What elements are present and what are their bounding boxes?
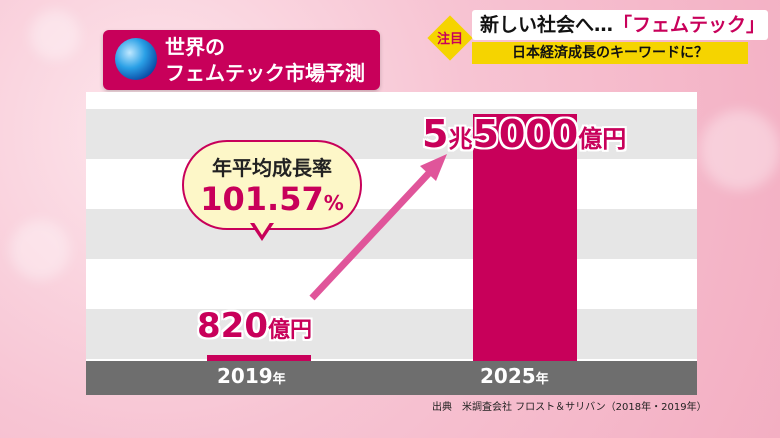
data-label-2025-number: 5000	[472, 112, 579, 156]
data-label-2025-prefix: 5	[422, 112, 449, 156]
x-tick-2025-year: 2025	[480, 364, 536, 388]
bokeh-light	[10, 220, 70, 280]
headline-accent: 「フェムテック」	[613, 14, 766, 36]
growth-rate-callout: 年平均成長率 101.57%	[182, 140, 362, 230]
data-label-2025: 5兆5000億円	[422, 112, 626, 156]
data-label-2025-unit: 億円	[578, 125, 627, 153]
attention-badge: 注目	[427, 15, 473, 61]
chart-title-line2: フェムテック市場予測	[165, 61, 365, 85]
x-tick-2019-unit: 年	[272, 372, 286, 387]
data-label-2019-number: 820	[197, 306, 268, 346]
news-subheadline: 日本経済成長のキーワードに？	[472, 42, 748, 64]
x-tick-2019: 2019年	[217, 364, 286, 388]
growth-arrow-shaft	[309, 169, 433, 301]
x-tick-2019-year: 2019	[217, 364, 273, 388]
bar-2019	[207, 355, 311, 361]
callout-unit: %	[323, 191, 344, 215]
x-tick-2025-unit: 年	[535, 372, 549, 387]
globe-icon	[115, 38, 157, 80]
bokeh-light	[700, 110, 780, 190]
news-headline: 新しい社会へ…「フェムテック」	[472, 10, 768, 40]
x-axis-bar	[86, 361, 697, 395]
callout-number: 101.57	[200, 180, 324, 218]
bar-2025	[473, 114, 577, 361]
bokeh-light	[30, 10, 80, 60]
chart-title-line1: 世界の	[165, 35, 225, 59]
growth-arrow-head	[420, 154, 447, 181]
source-note: 出典 米調査会社 フロスト＆サリバン（2018年・2019年）	[432, 402, 707, 413]
headline-prefix: 新しい社会へ…	[480, 14, 614, 36]
callout-label: 年平均成長率	[212, 156, 332, 180]
data-label-2019: 820億円	[197, 306, 312, 346]
data-label-2025-mid: 兆	[448, 125, 473, 153]
x-tick-2025: 2025年	[480, 364, 549, 388]
badge-label: 注目	[436, 32, 463, 47]
grid-band	[86, 309, 697, 359]
chart-plot-area	[86, 92, 697, 395]
callout-tail-fill	[253, 221, 271, 235]
chart-title-box: 世界の フェムテック市場予測	[103, 30, 380, 90]
data-label-2019-unit: 億円	[267, 318, 312, 343]
callout-value: 101.57%	[184, 180, 360, 218]
grid-band	[86, 109, 697, 159]
chart-title: 世界の フェムテック市場予測	[165, 34, 365, 86]
